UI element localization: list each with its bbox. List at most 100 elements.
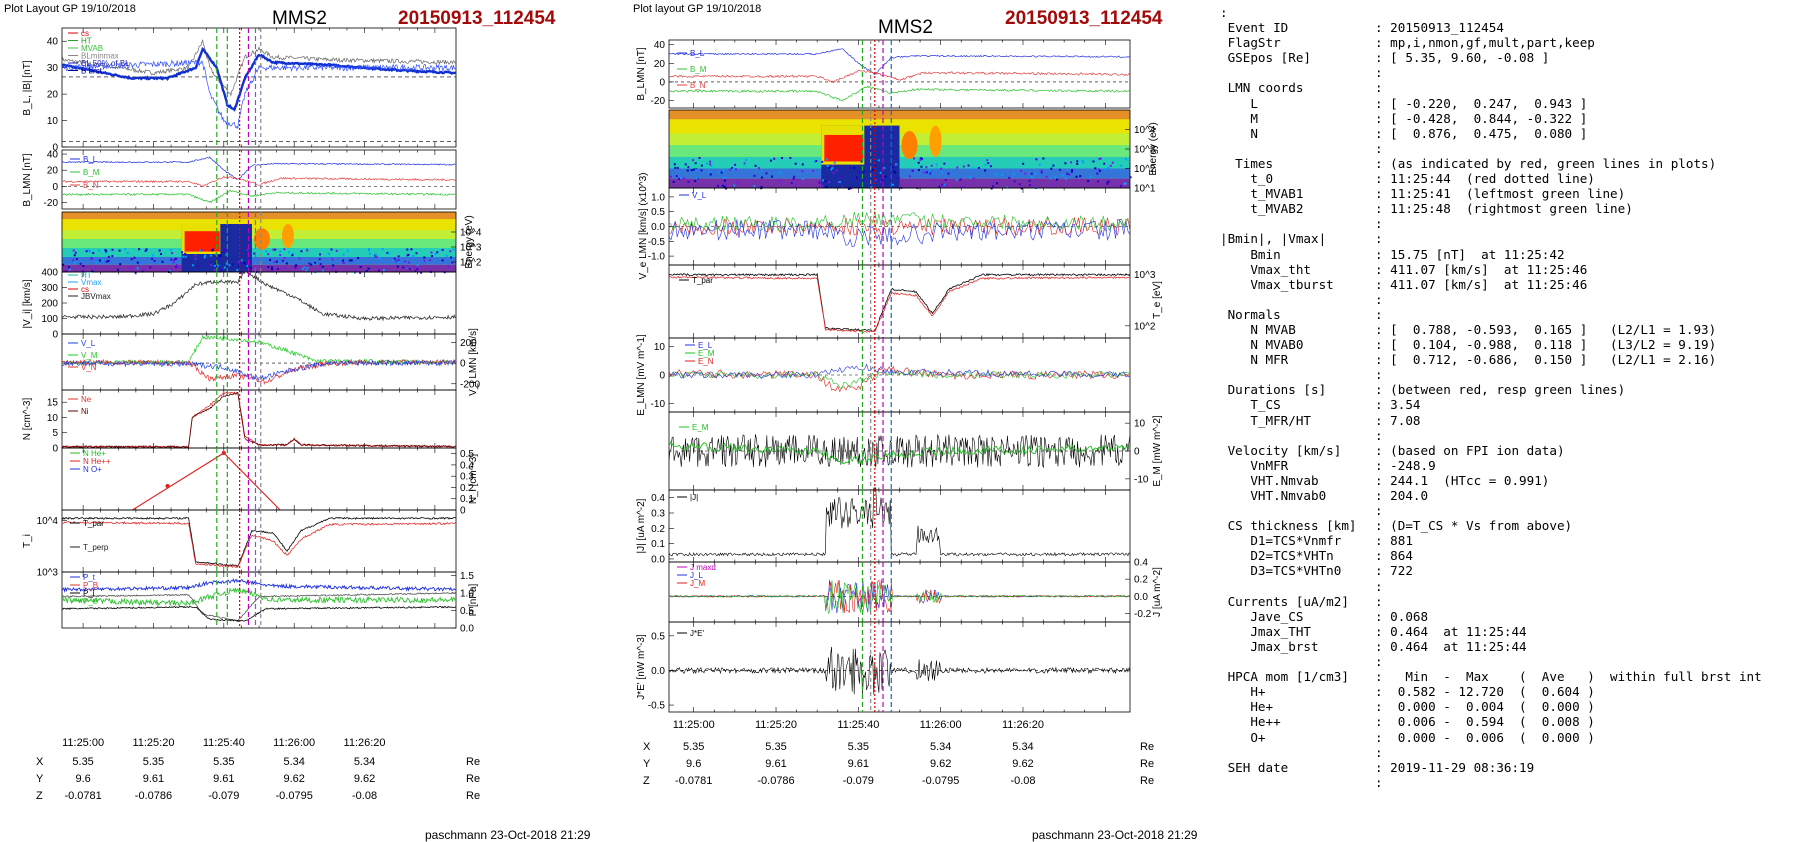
panel-label-blmn: B_LMN [nT] [636,47,647,101]
y-tick-label: 40 [47,150,59,161]
info-key: T_CS [1220,397,1281,413]
spectrogram-speck [672,180,675,183]
spectrogram-speck [931,172,934,175]
legend-label: J_L [690,571,703,580]
spectrogram-speck [335,249,338,252]
spectrogram-speck [382,268,385,271]
spectrogram-speck [838,180,841,183]
spectrogram-speck [211,249,214,252]
y-tick-label: 10^3 [1134,270,1156,281]
info-row: H+: 0.582 - 12.720 ( 0.604 ) [1220,684,1800,699]
info-value: : [1375,427,1383,443]
panel-frame [61,389,457,449]
y-tick-label: 10^3 [1134,145,1156,156]
spectrogram-speck [126,252,129,255]
middle-ephem-value: -0.0781 [675,775,712,787]
spectrogram-speck [821,185,824,188]
spectrogram-speck [1111,161,1114,164]
spectrogram-speck [731,166,734,169]
info-value: : 0.006 - 0.594 ( 0.008 ) [1375,714,1595,730]
left-ephem-value: 5.34 [354,756,375,768]
spectrogram-speck [313,261,316,264]
spectrogram-speck [709,160,712,163]
spectrogram-speck [894,163,897,166]
spectrogram-speck [848,166,851,169]
y-tick-label: 0 [659,371,665,382]
info-value: : [ 0.876, 0.475, 0.080 ] [1375,125,1588,141]
spectrogram-speck [353,271,356,274]
series-line-bn [668,85,1131,102]
legend-label: B_N [83,181,99,190]
spectrogram-speck [1097,180,1100,183]
spectrogram-speck [862,178,865,181]
spectrogram-speck [209,254,212,257]
middle-event-id: 20150913_112454 [1005,8,1163,29]
spectrogram-speck [240,262,243,265]
spectrogram-speck [1068,173,1071,176]
series-line-pe [61,605,457,622]
info-value: : 0.000 - 0.004 ( 0.000 ) [1375,699,1595,715]
spectrogram-speck [310,263,313,266]
spectrogram-speck [1104,168,1107,171]
legend-label: |J| [690,493,698,502]
info-row: Jave_CS: 0.068 [1220,609,1800,624]
spectrogram-speck [695,169,698,172]
spectrogram-speck [133,256,136,259]
spectrogram-speck [331,267,334,270]
info-key: D1=TCS*Vnmfr [1220,533,1342,549]
series-line-ve-green [668,210,1131,232]
info-row: : [1220,775,1800,790]
spectrogram-speck [176,263,179,266]
series-line-tpar [668,272,1131,332]
spectrogram-speck [721,184,724,187]
spectrogram-speck [897,176,900,179]
y-tick-label: 0 [659,77,665,88]
y-tick-label: -20 [651,96,666,107]
y-tick-label: 0.3 [460,472,474,483]
info-value: : 864 [1375,548,1413,564]
spectrogram-speck [194,257,197,260]
spectrogram-speck [402,266,405,269]
y-tick-label: 0.0 [651,666,665,677]
spectrogram-speck [387,252,390,255]
series-line-bm [61,175,457,188]
info-key: N [1220,125,1258,141]
spectrogram-speck [145,248,148,251]
spectrogram-speck [913,157,916,160]
spectrogram-speck [89,250,92,253]
spectrogram-speck [862,170,865,173]
spectrogram-speck [348,259,351,262]
legend-label: E_M [692,423,709,432]
info-value: : 881 [1375,533,1413,549]
y-tick-label: 40 [654,40,666,51]
spectrogram-speck [306,267,309,270]
spectrogram-speck [933,179,936,182]
left-panel-6-n [61,389,457,449]
series-line-em [668,369,1131,390]
info-value: : [ 0.712, -0.686, 0.150 ] (L2/L1 = 2.16… [1375,352,1717,368]
info-value: : [1375,744,1383,760]
middle-plot-header: Plot layout GP 19/10/2018 [633,3,762,15]
spectrogram-speck [153,259,156,262]
series-line-pi [61,591,457,623]
spectrogram-speck [969,176,972,179]
legend-label: J_M [690,579,705,588]
info-value: : (based on FPI ion data) [1375,442,1565,458]
series-line-jcomp [668,579,1130,615]
spectrogram-speck [178,265,181,268]
spectrogram-speck [283,257,286,260]
middle-ephem-value: -0.0795 [922,775,959,787]
spectrogram-band [184,231,220,252]
legend-label: B_M [690,65,707,74]
left-ephem-value: -0.0786 [135,790,172,802]
spectrogram-speck [793,175,796,178]
panel-frame [61,27,457,148]
spectrogram-band [62,257,456,265]
spectrogram-speck [687,166,690,169]
spectrogram-speck [102,259,105,262]
info-value: : 204.0 [1375,488,1429,503]
middle-panel-8-jlmn [668,561,1131,623]
info-key: t_MVAB1 [1220,186,1304,202]
info-value: : [1375,291,1383,307]
middle-ephem-value: 5.35 [683,741,704,753]
